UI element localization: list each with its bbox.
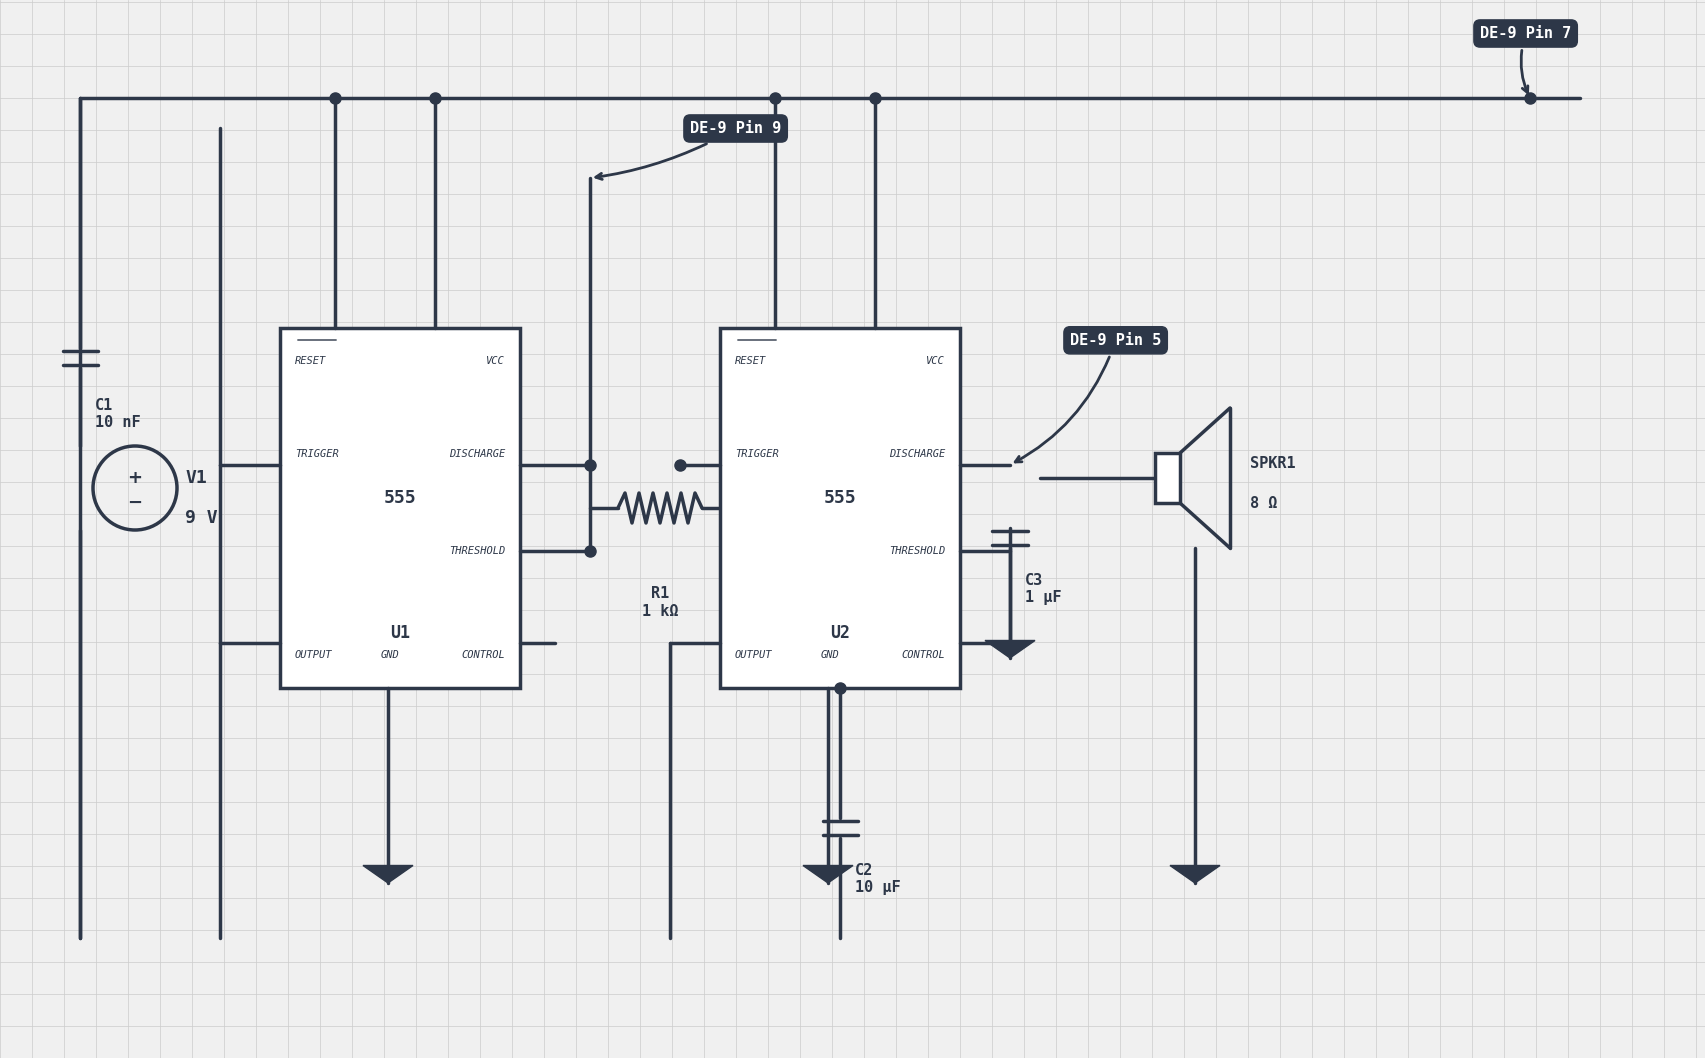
FancyBboxPatch shape (280, 328, 520, 688)
Text: SPKR1: SPKR1 (1250, 456, 1294, 471)
Text: GND: GND (380, 650, 399, 660)
Text: RESET: RESET (295, 355, 326, 366)
Bar (1154, 453, 1180, 503)
Text: RESET: RESET (735, 355, 766, 366)
Text: DE-9 Pin 5: DE-9 Pin 5 (1014, 333, 1161, 462)
Polygon shape (984, 640, 1035, 658)
Text: OUTPUT: OUTPUT (295, 650, 332, 660)
Text: +: + (128, 469, 143, 487)
Text: OUTPUT: OUTPUT (735, 650, 772, 660)
Polygon shape (363, 865, 413, 883)
Text: 555: 555 (824, 489, 856, 507)
Text: DE-9 Pin 7: DE-9 Pin 7 (1480, 26, 1570, 93)
Text: C2
10 μF: C2 10 μF (854, 863, 900, 895)
Text: TRIGGER: TRIGGER (295, 449, 339, 459)
Text: CONTROL: CONTROL (460, 650, 505, 660)
Text: 8 Ω: 8 Ω (1250, 495, 1277, 511)
Text: DE-9 Pin 9: DE-9 Pin 9 (595, 121, 781, 180)
Text: C3
1 μF: C3 1 μF (1025, 573, 1061, 605)
Text: DISCHARGE: DISCHARGE (888, 449, 945, 459)
Text: V1: V1 (184, 469, 206, 487)
Text: VCC: VCC (486, 355, 505, 366)
FancyBboxPatch shape (720, 328, 960, 688)
Polygon shape (803, 865, 852, 883)
Text: 9 V: 9 V (184, 509, 218, 527)
Text: THRESHOLD: THRESHOLD (448, 546, 505, 557)
Text: C1
10 nF: C1 10 nF (95, 398, 140, 431)
Text: 555: 555 (384, 489, 416, 507)
Text: VCC: VCC (926, 355, 945, 366)
Text: U2: U2 (830, 624, 849, 642)
Text: THRESHOLD: THRESHOLD (888, 546, 945, 557)
Polygon shape (1170, 865, 1219, 883)
Text: U1: U1 (390, 624, 409, 642)
Text: TRIGGER: TRIGGER (735, 449, 777, 459)
Text: DISCHARGE: DISCHARGE (448, 449, 505, 459)
Text: −: − (128, 494, 143, 512)
Text: R1
1 kΩ: R1 1 kΩ (641, 586, 679, 619)
Text: GND: GND (820, 650, 839, 660)
Text: CONTROL: CONTROL (900, 650, 945, 660)
